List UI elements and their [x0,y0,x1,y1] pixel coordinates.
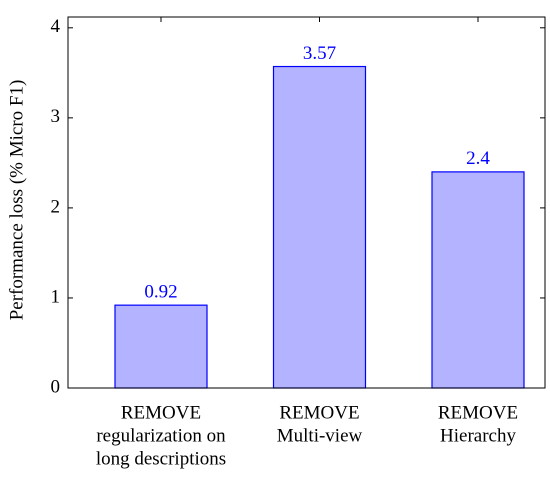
bar [114,304,208,389]
bar [431,171,525,389]
y-axis-label: Performance loss (% Micro F1) [6,80,27,321]
x-tick-label: Hierarchy [440,425,516,446]
y-tick-label: 1 [51,286,61,307]
x-tick-label: REMOVE [438,402,518,423]
value-label: 0.92 [144,282,177,303]
x-tick-label: Multi-view [277,425,363,446]
x-tick-label: REMOVE [121,402,201,423]
bar [272,65,367,389]
y-tick-label: 0 [51,376,61,397]
y-tick-label: 3 [51,106,61,127]
plot-frame [67,16,546,389]
y-tick-label: 4 [51,16,61,37]
x-tick-label: regularization on [96,425,226,446]
x-tick-label: REMOVE [279,402,359,423]
value-label: 2.4 [466,148,490,169]
value-label: 3.57 [303,43,336,64]
y-tick-label: 2 [51,196,61,217]
x-tick-label: long descriptions [96,448,226,469]
